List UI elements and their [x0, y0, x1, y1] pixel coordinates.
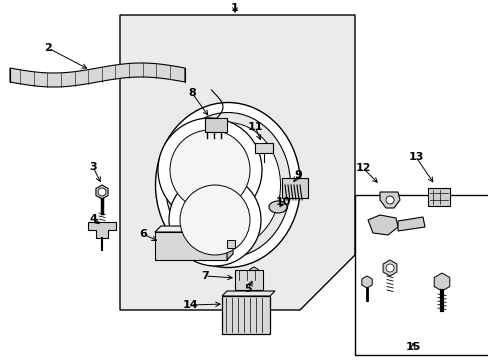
Text: 12: 12 — [354, 163, 370, 173]
Text: 10: 10 — [275, 197, 290, 207]
Polygon shape — [397, 217, 424, 231]
Circle shape — [180, 185, 249, 255]
Circle shape — [170, 130, 249, 210]
Text: 9: 9 — [293, 170, 301, 180]
Ellipse shape — [175, 122, 280, 248]
Polygon shape — [88, 222, 116, 238]
Bar — [222, 296, 269, 334]
Polygon shape — [120, 15, 354, 310]
Bar — [204, 118, 226, 132]
Circle shape — [385, 196, 393, 204]
Bar — [427, 188, 449, 206]
Bar — [254, 143, 272, 153]
Polygon shape — [382, 260, 396, 276]
Ellipse shape — [165, 112, 290, 257]
Circle shape — [98, 188, 106, 196]
Text: 5: 5 — [244, 284, 251, 294]
Polygon shape — [10, 63, 184, 87]
Polygon shape — [155, 226, 232, 232]
Text: 2: 2 — [44, 43, 52, 53]
Circle shape — [158, 118, 262, 222]
Text: 15: 15 — [405, 342, 420, 352]
Text: 1: 1 — [231, 3, 238, 13]
Polygon shape — [361, 276, 371, 288]
Bar — [354, 195, 488, 355]
Text: 7: 7 — [201, 271, 208, 281]
Polygon shape — [433, 273, 449, 291]
Polygon shape — [96, 185, 108, 199]
Text: 14: 14 — [182, 300, 198, 310]
Circle shape — [385, 264, 393, 272]
FancyBboxPatch shape — [235, 270, 263, 290]
Polygon shape — [226, 226, 232, 260]
Circle shape — [169, 174, 261, 266]
Text: 13: 13 — [407, 152, 423, 162]
Text: 11: 11 — [247, 122, 262, 132]
Polygon shape — [222, 291, 274, 296]
Text: 3: 3 — [89, 162, 97, 172]
Text: 4: 4 — [89, 214, 97, 224]
Ellipse shape — [155, 103, 300, 267]
Polygon shape — [249, 267, 258, 277]
Text: 6: 6 — [139, 229, 146, 239]
Bar — [155, 232, 226, 260]
Polygon shape — [379, 192, 399, 208]
Text: 8: 8 — [188, 88, 196, 98]
Polygon shape — [367, 215, 397, 235]
Ellipse shape — [268, 201, 286, 213]
Bar — [226, 240, 235, 248]
FancyBboxPatch shape — [282, 178, 307, 198]
